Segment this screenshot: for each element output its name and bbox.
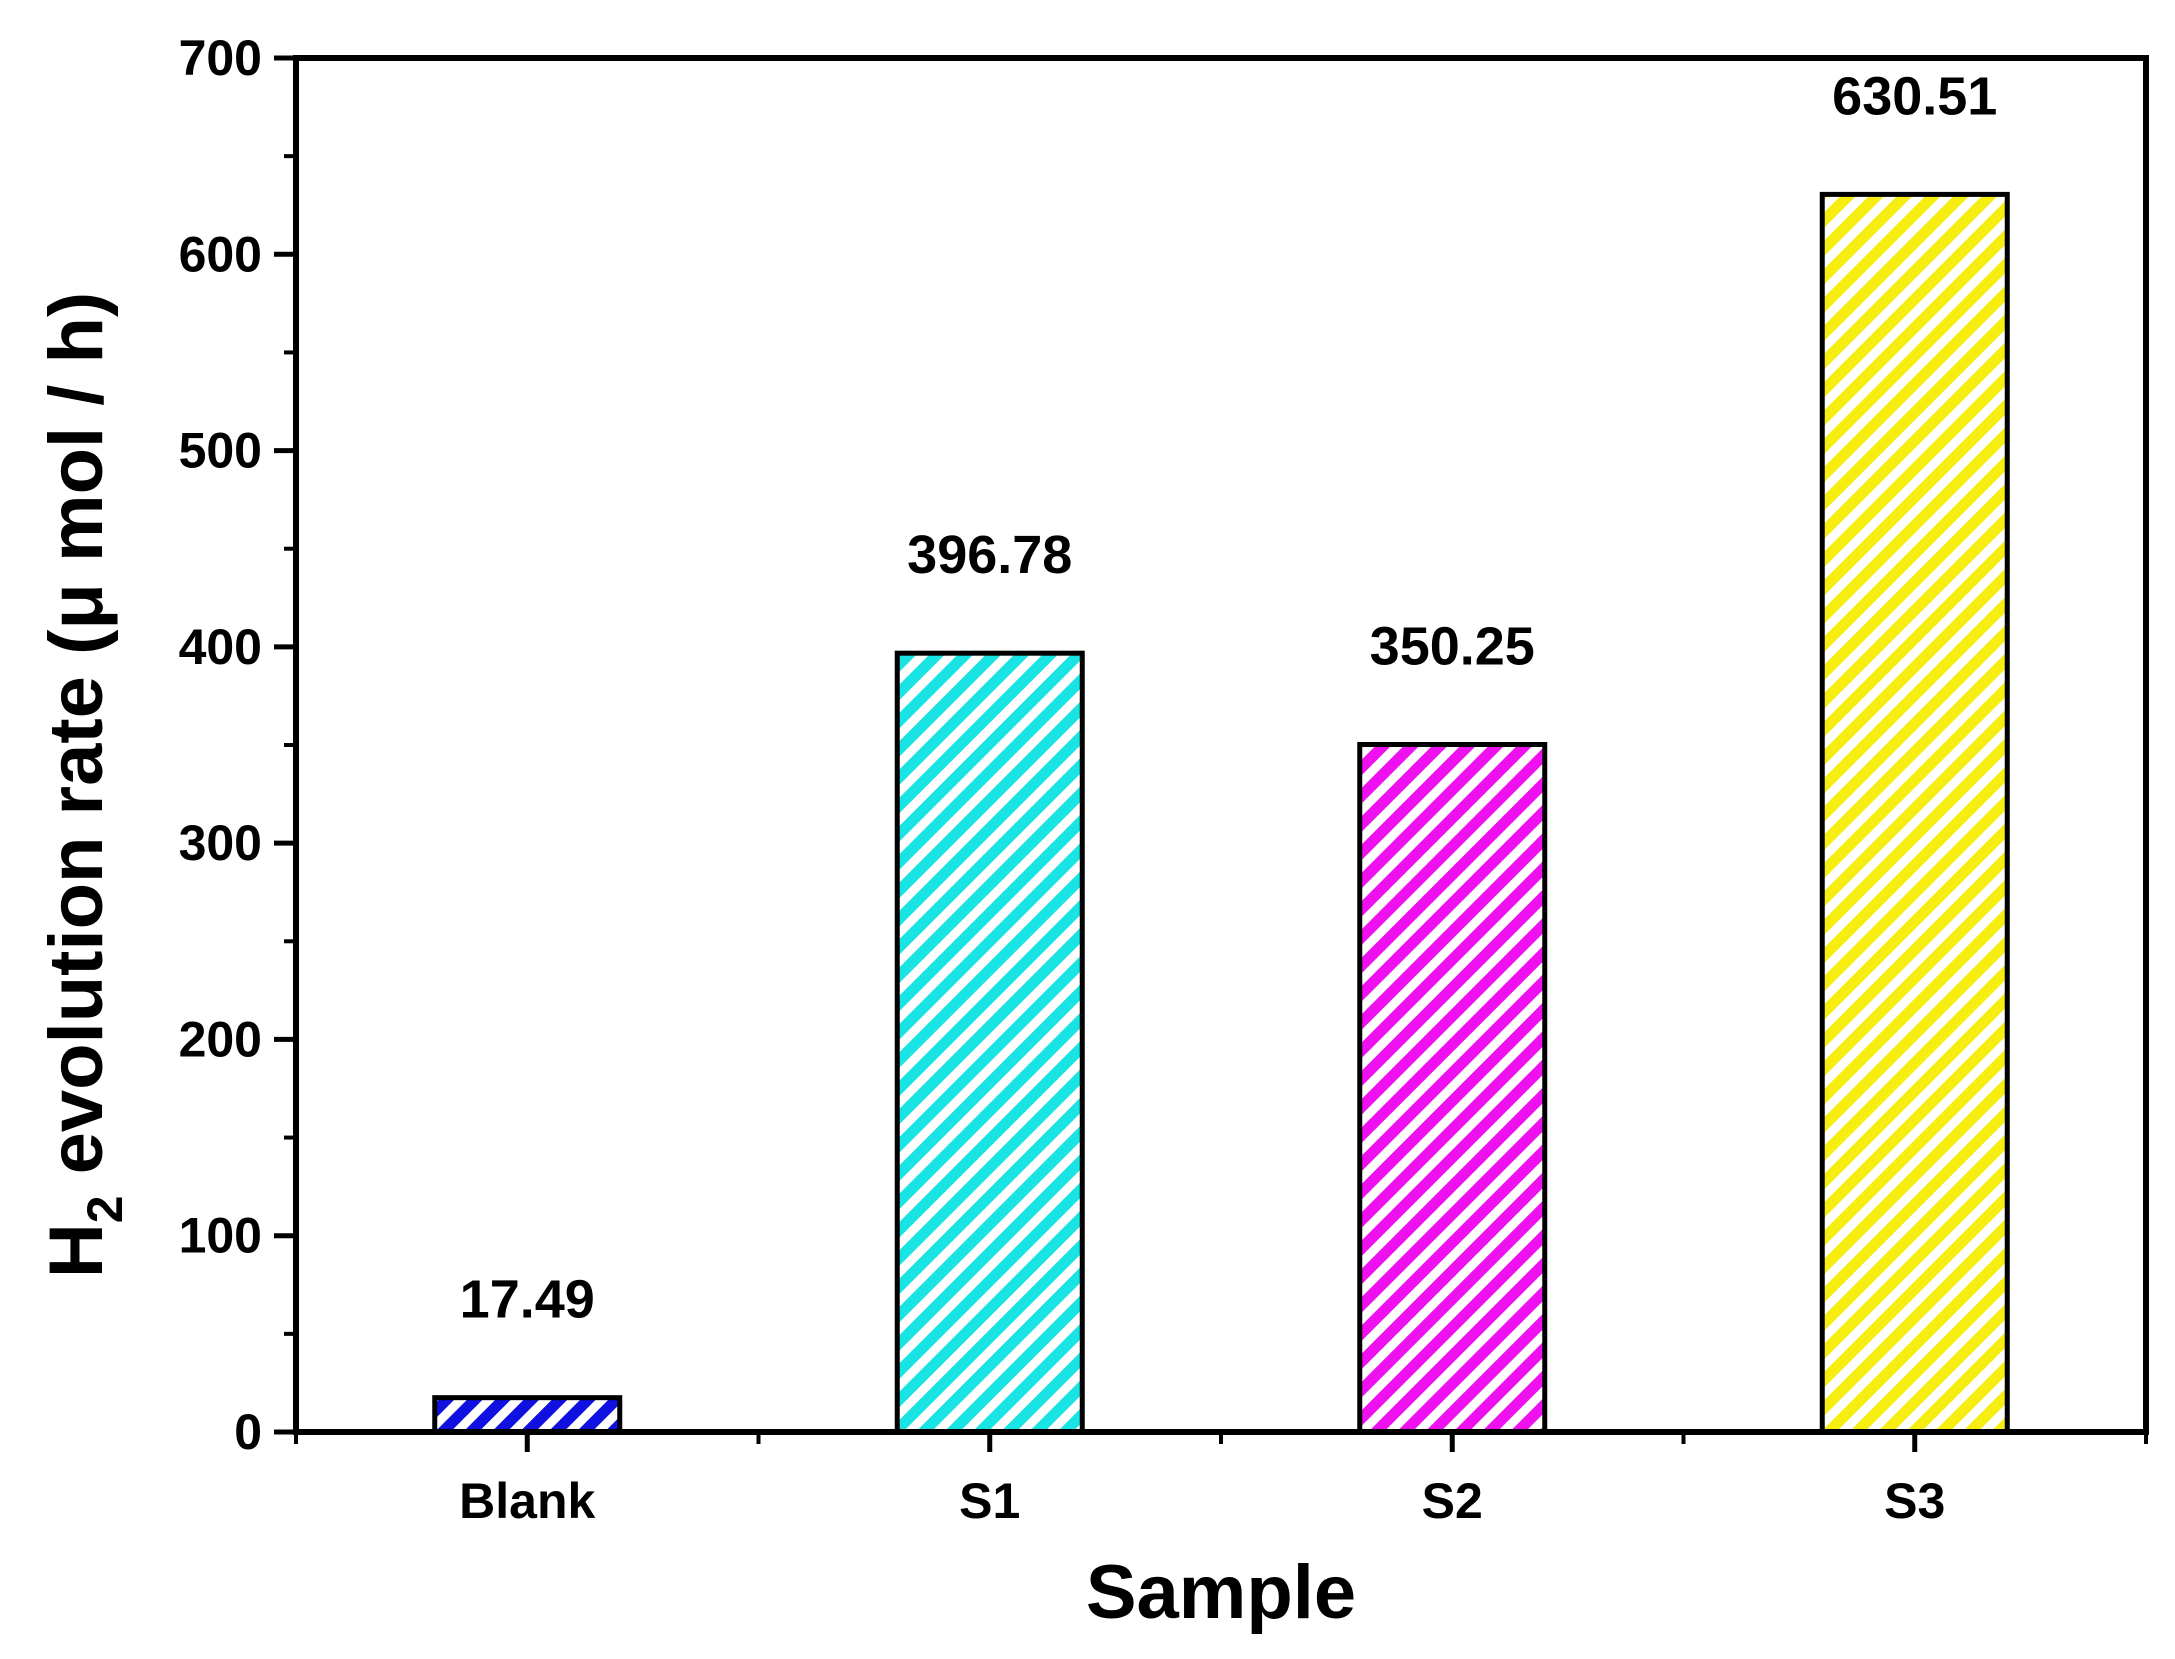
ticks-layer [274,55,2148,1452]
y-tick-label-400: 400 [179,619,262,675]
x-tick-label-s2: S2 [1422,1473,1483,1529]
x-tick-label-s1: S1 [959,1473,1020,1529]
x-tick-label-blank: Blank [459,1473,595,1529]
bar-blank [432,1395,623,1435]
bar-s2 [1357,742,1548,1435]
y-axis-title-suffix: evolution rate (μ mol / h) [34,292,119,1196]
bars-layer [432,191,2010,1435]
data-label-s2: 350.25 [1370,617,1535,677]
y-axis-title-prefix: H [34,1223,119,1278]
x-tick-label-s3: S3 [1884,1473,1945,1529]
y-tick-label-200: 200 [179,1011,262,1067]
y-axis-title: H2 evolution rate (μ mol / h) [34,292,133,1278]
bar-s1 [894,650,1085,1435]
data-label-s1: 396.78 [907,525,1072,585]
y-axis-title-subscript: 2 [77,1195,133,1223]
y-tick-label-0: 0 [234,1404,262,1460]
labels-layer: 17.49 Blank 396.78 S1 350.25 S2 630.51 S3 0 100 20… [179,30,1998,1529]
y-tick-label-600: 600 [179,226,262,282]
y-tick-label-100: 100 [179,1208,262,1264]
data-label-blank: 17.49 [460,1270,595,1330]
x-axis-title: Sample [1086,1550,1356,1635]
data-label-s3: 630.51 [1832,66,1997,126]
bar-s3 [1819,191,2010,1435]
y-tick-label-500: 500 [179,423,262,479]
y-tick-label-700: 700 [179,30,262,86]
y-tick-label-300: 300 [179,815,262,871]
